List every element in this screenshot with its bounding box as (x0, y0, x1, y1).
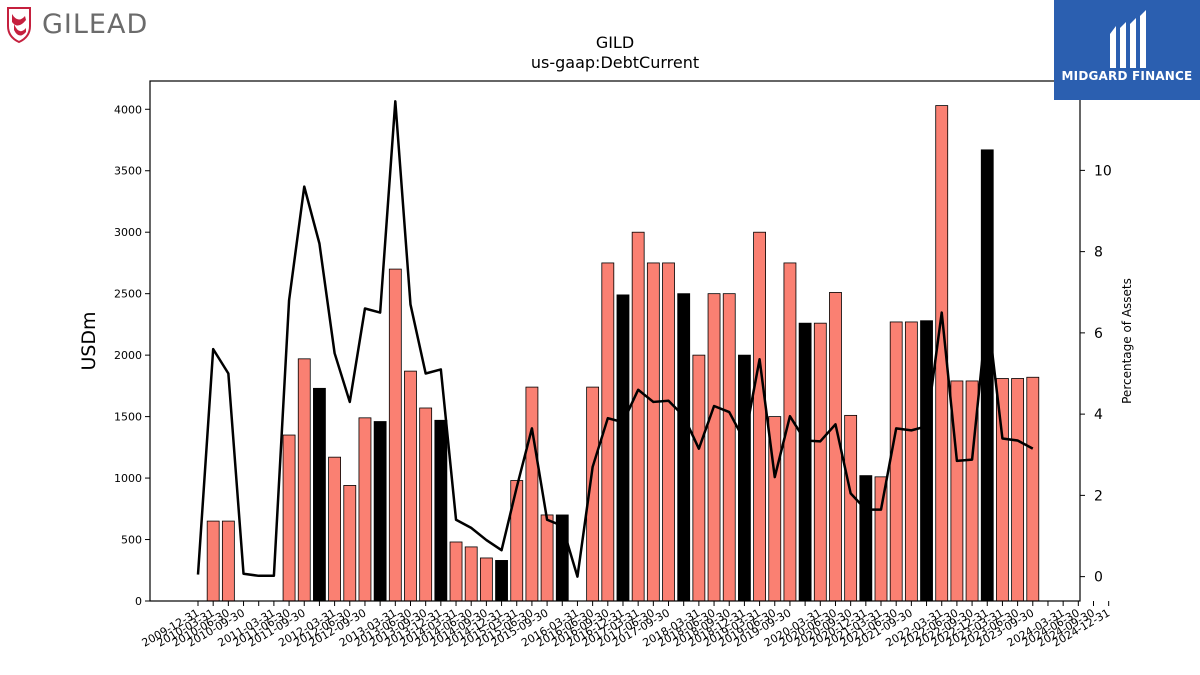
percentage-line (196, 100, 1034, 578)
x-axis-ticks: 2009-12-312010-03-312010-06-302010-09-30… (140, 601, 1112, 650)
y2-tick-label: 8 (1094, 245, 1103, 261)
plot-frame (149, 80, 1081, 602)
bar-2011-12-31 (313, 387, 326, 602)
bar-2012-03-31 (328, 456, 342, 602)
bar-2014-03-31 (449, 541, 463, 602)
bar-2016-12-31 (616, 294, 630, 602)
bar-2013-06-30 (404, 370, 417, 602)
y2-tick-label: 2 (1094, 488, 1103, 504)
bar-2014-09-30 (479, 557, 493, 602)
chart-title: GILD (596, 33, 634, 52)
y-tick-label: 2500 (114, 288, 142, 301)
y2-tick-label: 10 (1094, 163, 1112, 179)
bar-2015-06-30 (525, 386, 539, 602)
bar-2020-12-31 (859, 475, 873, 602)
y-tick-label: 0 (135, 595, 142, 608)
bar-2011-09-30 (297, 358, 311, 602)
bar-2012-09-30 (358, 417, 372, 602)
y-tick-label: 500 (121, 534, 142, 547)
bar-2021-12-31 (920, 320, 933, 602)
bar-2020-09-30 (844, 414, 858, 602)
bar-2019-12-31 (798, 322, 812, 602)
bar-2023-06-30 (1011, 378, 1025, 602)
y-axis-label: USDm (78, 311, 100, 370)
bar-2014-06-30 (464, 546, 478, 602)
midgard-finance-logo: MIDGARD FINANCE (1054, 0, 1200, 100)
y2-tick-label: 6 (1094, 326, 1103, 342)
bar-2018-12-31 (738, 354, 751, 602)
bar-2017-09-30 (662, 262, 675, 602)
bar-series (206, 105, 1040, 602)
midgard-emblem-icon (1110, 10, 1146, 68)
bar-2012-06-30 (343, 485, 357, 602)
bar-2017-03-31 (631, 231, 645, 602)
y-tick-label: 3000 (114, 226, 142, 239)
bar-2019-03-31 (753, 231, 766, 602)
y-tick-label: 2000 (114, 349, 142, 362)
bar-2021-06-30 (889, 321, 903, 602)
bar-2015-03-31 (510, 480, 524, 602)
y-tick-label: 1000 (114, 472, 142, 485)
bar-2020-03-31 (813, 322, 827, 602)
gilead-emblem-icon (7, 7, 31, 44)
bar-2011-06-30 (282, 434, 296, 602)
bar-2010-03-31 (206, 520, 220, 602)
bar-2018-06-30 (707, 293, 721, 602)
percentage-line-series (196, 100, 1034, 578)
y-tick-label: 4000 (114, 103, 142, 116)
midgard-logo-text: MIDGARD FINANCE (1061, 69, 1193, 83)
bar-2018-09-30 (722, 293, 736, 602)
bar-2022-12-31 (980, 149, 994, 602)
y2-tick-label: 0 (1094, 570, 1103, 586)
bar-2014-12-31 (495, 560, 508, 602)
chart-subtitle: us-gaap:DebtCurrent (531, 53, 699, 72)
bar-2012-12-31 (373, 421, 387, 602)
gilead-logo-text: GILEAD (42, 8, 149, 40)
bar-2015-09-30 (540, 514, 554, 602)
bar-2018-03-31 (692, 354, 706, 602)
bar-2013-03-31 (388, 268, 402, 602)
bar-2023-09-30 (1026, 376, 1040, 602)
bar-2021-09-30 (904, 321, 918, 602)
bar-2017-06-30 (646, 262, 660, 602)
bar-2017-12-31 (677, 293, 691, 602)
y2-tick-label: 4 (1094, 407, 1103, 423)
y2-axis-label: Percentage of Assets (1120, 278, 1134, 404)
axes (149, 80, 1081, 602)
bar-2010-06-30 (221, 520, 235, 602)
left-axis-ticks: 0 500 1000 1500 2000 2500 3000 3500 4000 (114, 103, 150, 608)
gilead-logo: GILEAD (4, 4, 148, 44)
bar-2013-09-30 (419, 407, 433, 602)
y-tick-label: 3500 (114, 165, 142, 178)
right-axis-ticks: 0 2 4 6 8 10 (1080, 163, 1112, 586)
y-tick-label: 1500 (114, 411, 142, 424)
bar-2021-03-31 (874, 476, 888, 602)
bar-2013-12-31 (434, 419, 448, 602)
